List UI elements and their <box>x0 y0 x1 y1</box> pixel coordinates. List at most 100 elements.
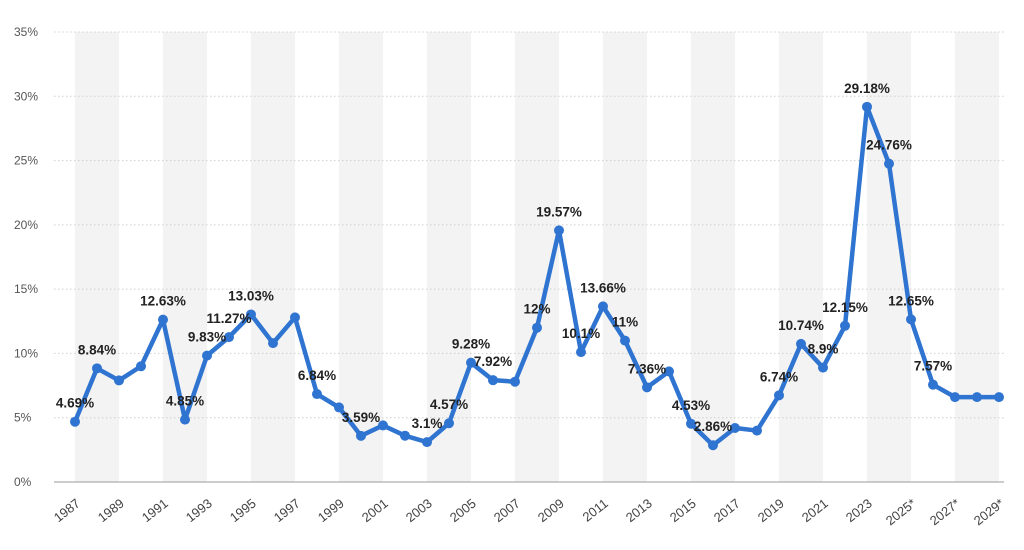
data-point <box>950 392 960 403</box>
data-point <box>818 362 828 373</box>
data-label: 9.83% <box>188 330 226 345</box>
data-point <box>532 322 542 333</box>
x-tick-label: 1993 <box>183 496 215 526</box>
data-point <box>928 379 938 390</box>
data-point <box>268 338 278 349</box>
data-label: 12% <box>523 302 550 317</box>
data-label: 13.03% <box>228 288 274 303</box>
data-point <box>400 430 410 441</box>
data-point <box>378 420 388 431</box>
data-point <box>840 320 850 331</box>
data-label: 6.74% <box>760 369 798 384</box>
y-tick-label: 25% <box>14 154 38 168</box>
data-label: 24.76% <box>866 138 912 153</box>
data-point <box>466 357 476 368</box>
data-point <box>730 423 740 433</box>
data-point <box>70 416 80 427</box>
data-label: 8.9% <box>808 342 839 357</box>
data-point <box>554 225 564 236</box>
data-point <box>312 389 322 400</box>
x-tick-label: 2017 <box>711 496 743 526</box>
data-label: 12.15% <box>822 300 868 315</box>
data-point <box>686 418 696 429</box>
y-tick-label: 35% <box>14 25 38 39</box>
data-label: 29.18% <box>844 81 890 96</box>
data-label: 2.86% <box>694 419 732 434</box>
data-point <box>642 382 652 393</box>
data-point <box>598 301 608 312</box>
x-tick-label: 2003 <box>403 496 435 526</box>
x-tick-label: 2027* <box>927 496 963 529</box>
y-tick-label: 30% <box>14 89 38 103</box>
data-point <box>356 430 366 441</box>
data-point <box>136 361 146 372</box>
data-label: 6.84% <box>298 368 336 383</box>
data-point <box>488 375 498 386</box>
data-point <box>334 402 344 413</box>
data-label: 7.57% <box>914 359 952 374</box>
data-label: 3.1% <box>412 416 443 431</box>
data-point <box>510 376 520 387</box>
grid-lines <box>54 31 1004 483</box>
x-tick-label: 1987 <box>51 496 83 526</box>
background-band <box>779 32 823 482</box>
data-point <box>796 338 806 349</box>
x-tick-label: 2007 <box>491 496 523 526</box>
data-point <box>972 392 982 403</box>
background-band <box>691 32 735 482</box>
data-point <box>862 101 872 112</box>
data-label: 4.53% <box>672 398 710 413</box>
data-points <box>70 101 1004 451</box>
background-band <box>339 32 383 482</box>
background-band <box>163 32 207 482</box>
data-label: 4.57% <box>430 397 468 412</box>
x-tick-label: 1999 <box>315 496 347 526</box>
background-band <box>75 32 119 482</box>
data-point <box>114 375 124 386</box>
background-band <box>427 32 471 482</box>
x-tick-label: 2013 <box>623 496 655 526</box>
background-band <box>603 32 647 482</box>
x-tick-label: 2019 <box>755 496 787 526</box>
x-tick-label: 2009 <box>535 496 567 526</box>
data-label: 10.74% <box>778 318 824 333</box>
background-bands <box>75 32 999 482</box>
data-label: 11.27% <box>206 311 251 326</box>
data-point <box>994 392 1004 403</box>
data-label: 4.85% <box>166 394 204 409</box>
background-band <box>251 32 295 482</box>
data-label: 4.69% <box>56 396 94 411</box>
data-point <box>576 347 586 358</box>
x-tick-label: 2021 <box>799 496 831 526</box>
data-point <box>180 414 190 425</box>
data-label: 3.59% <box>342 410 380 425</box>
y-tick-label: 0% <box>14 475 32 489</box>
x-tick-label: 2011 <box>580 496 611 525</box>
x-tick-label: 1989 <box>95 496 127 526</box>
x-tick-label: 2025* <box>883 496 919 529</box>
data-label: 7.92% <box>474 354 512 369</box>
data-label: 10.1% <box>562 326 600 341</box>
data-point <box>708 440 718 451</box>
data-point <box>422 437 432 448</box>
x-tick-label: 1995 <box>227 496 259 526</box>
data-point <box>752 425 762 436</box>
data-point <box>906 314 916 325</box>
data-point <box>158 314 168 325</box>
x-axis-ticks: 1987 1989 1991 1993 1995 1997 1999 2001 2003 2005… <box>51 496 1007 529</box>
y-tick-label: 15% <box>14 282 38 296</box>
x-tick-label: 1997 <box>271 496 303 526</box>
data-label: 8.84% <box>78 342 116 357</box>
data-label: 12.63% <box>140 294 186 309</box>
data-label: 11% <box>612 315 638 330</box>
data-point <box>92 363 102 374</box>
data-point <box>774 390 784 401</box>
x-tick-label: 2005 <box>447 496 479 526</box>
data-point <box>202 350 212 361</box>
x-tick-label: 2029* <box>971 496 1007 529</box>
x-tick-label: 2023 <box>843 496 875 526</box>
data-point <box>664 366 674 377</box>
data-point <box>620 335 630 346</box>
data-labels: 4.69% 8.84% 12.63% 4.85% 9.83% 11.27% 13.03% 6.… <box>56 81 952 434</box>
